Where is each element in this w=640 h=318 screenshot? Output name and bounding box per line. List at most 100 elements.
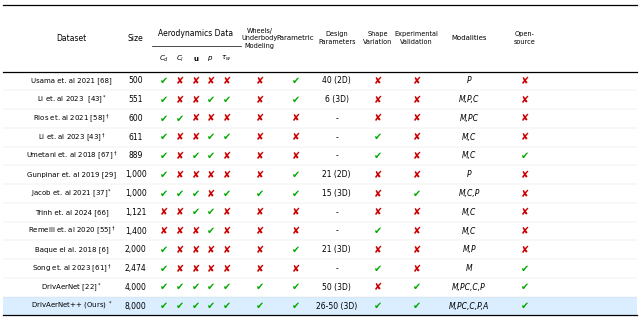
- Text: 15 (3D): 15 (3D): [323, 189, 351, 198]
- Text: ✔: ✔: [256, 189, 264, 198]
- Text: ✘: ✘: [207, 76, 214, 86]
- Text: ✔: ✔: [374, 226, 381, 236]
- Text: ✘: ✘: [176, 226, 184, 236]
- Text: M: M: [466, 264, 472, 273]
- Text: ✘: ✘: [521, 114, 529, 123]
- Text: ✘: ✘: [223, 151, 230, 161]
- Text: ✔: ✔: [160, 282, 168, 292]
- Text: ✘: ✘: [256, 170, 264, 180]
- Text: ✘: ✘: [292, 114, 300, 123]
- Text: Design
Parameters: Design Parameters: [318, 31, 355, 45]
- Text: 4,000: 4,000: [125, 283, 147, 292]
- Text: ✘: ✘: [207, 189, 214, 198]
- Text: ✘: ✘: [176, 76, 184, 86]
- Text: Li et. al 2023 [43]$^\dagger$: Li et. al 2023 [43]$^\dagger$: [38, 131, 106, 144]
- Text: ✘: ✘: [192, 132, 200, 142]
- Text: ✘: ✘: [413, 264, 420, 273]
- Text: ✘: ✘: [176, 264, 184, 273]
- Text: 50 (3D): 50 (3D): [322, 283, 351, 292]
- Text: ✘: ✘: [521, 245, 529, 255]
- Text: ✔: ✔: [207, 132, 214, 142]
- Text: ✔: ✔: [292, 301, 300, 311]
- Text: ✘: ✘: [256, 207, 264, 217]
- Text: ✔: ✔: [176, 114, 184, 123]
- Text: Li et. al 2023  [43]$^*$: Li et. al 2023 [43]$^*$: [36, 93, 107, 106]
- Text: ✔: ✔: [160, 114, 168, 123]
- Text: ✘: ✘: [256, 76, 264, 86]
- Text: ✔: ✔: [292, 245, 300, 255]
- Text: 6 (3D): 6 (3D): [324, 95, 349, 104]
- Text: ✘: ✘: [256, 114, 264, 123]
- Text: ✔: ✔: [292, 76, 300, 86]
- Text: ✔: ✔: [374, 132, 381, 142]
- Text: ✘: ✘: [292, 132, 300, 142]
- Text: ✔: ✔: [160, 151, 168, 161]
- Text: ✘: ✘: [521, 76, 529, 86]
- Text: ✘: ✘: [223, 114, 230, 123]
- Text: -: -: [335, 151, 338, 161]
- Text: 1,121: 1,121: [125, 208, 147, 217]
- Text: M,C,P: M,C,P: [458, 189, 480, 198]
- Text: ✘: ✘: [413, 245, 420, 255]
- Text: ✘: ✘: [176, 170, 184, 180]
- Text: ✔: ✔: [413, 189, 420, 198]
- Text: ✘: ✘: [521, 170, 529, 180]
- Text: 1,000: 1,000: [125, 170, 147, 179]
- Text: ✘: ✘: [160, 207, 168, 217]
- Text: ✘: ✘: [192, 264, 200, 273]
- Text: 40 (2D): 40 (2D): [323, 76, 351, 86]
- Text: ✔: ✔: [521, 301, 529, 311]
- Text: ✘: ✘: [207, 170, 214, 180]
- Text: ✔: ✔: [223, 282, 230, 292]
- Text: ✘: ✘: [176, 245, 184, 255]
- Text: ✘: ✘: [207, 245, 214, 255]
- Text: ✘: ✘: [160, 226, 168, 236]
- Text: ✔: ✔: [256, 282, 264, 292]
- Text: -: -: [335, 208, 338, 217]
- Text: -: -: [335, 226, 338, 236]
- Text: ✘: ✘: [521, 132, 529, 142]
- Text: ✔: ✔: [160, 245, 168, 255]
- Text: ✘: ✘: [223, 264, 230, 273]
- Text: ✔: ✔: [413, 301, 420, 311]
- Text: $p$: $p$: [207, 54, 214, 63]
- Text: ✔: ✔: [192, 301, 200, 311]
- Text: ✘: ✘: [374, 189, 381, 198]
- Text: ✔: ✔: [374, 264, 381, 273]
- Text: ✘: ✘: [413, 170, 420, 180]
- Text: ✘: ✘: [256, 245, 264, 255]
- Text: ✘: ✘: [192, 76, 200, 86]
- Text: ✔: ✔: [207, 282, 214, 292]
- Text: M,C: M,C: [462, 151, 476, 161]
- Text: ✘: ✘: [176, 132, 184, 142]
- Text: ✔: ✔: [292, 189, 300, 198]
- Text: ✘: ✘: [374, 282, 381, 292]
- Text: ✘: ✘: [292, 151, 300, 161]
- Text: ✘: ✘: [192, 114, 200, 123]
- Text: M,PC: M,PC: [460, 114, 479, 123]
- Text: ✘: ✘: [374, 76, 381, 86]
- Text: Umetani et. al 2018 [67]$^\dagger$: Umetani et. al 2018 [67]$^\dagger$: [26, 149, 117, 162]
- Text: ✘: ✘: [256, 151, 264, 161]
- Text: ✔: ✔: [192, 282, 200, 292]
- Text: ✘: ✘: [256, 264, 264, 273]
- Text: 600: 600: [129, 114, 143, 123]
- Text: ✔: ✔: [192, 207, 200, 217]
- Text: ✔: ✔: [207, 207, 214, 217]
- Text: Size: Size: [128, 34, 143, 43]
- Text: DrivAerNet++ (Ours) $^*$: DrivAerNet++ (Ours) $^*$: [31, 300, 113, 312]
- Text: ✔: ✔: [223, 189, 230, 198]
- Text: ✘: ✘: [521, 95, 529, 105]
- Text: ✔: ✔: [256, 301, 264, 311]
- Text: ✔: ✔: [176, 301, 184, 311]
- Text: ✘: ✘: [374, 114, 381, 123]
- Text: M,PC,C,P,A: M,PC,C,P,A: [449, 301, 490, 311]
- Text: ✘: ✘: [192, 245, 200, 255]
- Text: ✔: ✔: [413, 282, 420, 292]
- Text: -: -: [335, 114, 338, 123]
- Text: P: P: [467, 76, 472, 86]
- Text: Jacob et. al 2021 [37]$^*$: Jacob et. al 2021 [37]$^*$: [31, 187, 112, 200]
- Text: ✘: ✘: [413, 207, 420, 217]
- Text: ✔: ✔: [207, 301, 214, 311]
- Text: ✔: ✔: [292, 95, 300, 105]
